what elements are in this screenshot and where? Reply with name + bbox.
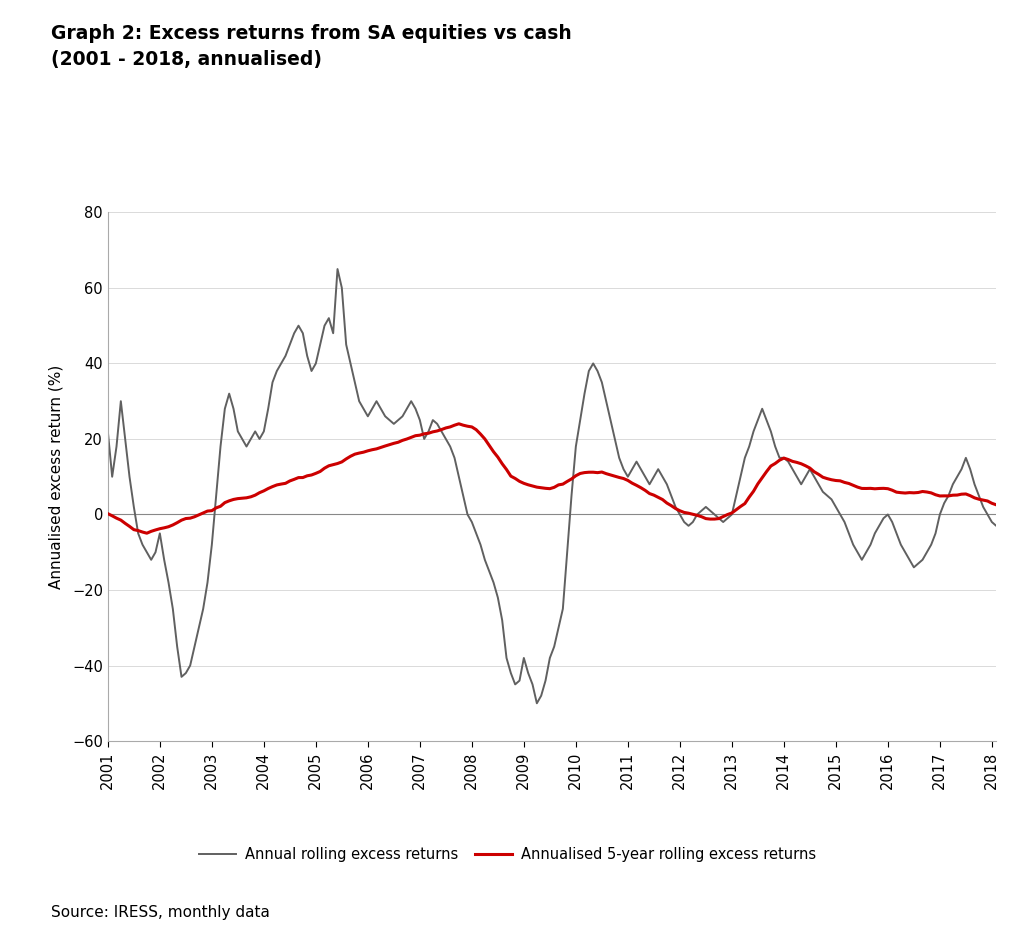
- Annual rolling excess returns: [899, 547, 911, 558]
- Annual rolling excess returns: [648, 471, 660, 482]
- Legend: Annual rolling excess returns, Annualised 5-year rolling excess returns: Annual rolling excess returns, Annualise…: [194, 841, 822, 868]
- Annual rolling excess returns: [332, 263, 344, 275]
- Annual rolling excess returns: [826, 494, 838, 505]
- Line: Annualised 5-year rolling excess returns: Annualised 5-year rolling excess returns: [108, 424, 1027, 533]
- Text: Source: IRESS, monthly data: Source: IRESS, monthly data: [51, 905, 270, 920]
- Annualised 5-year rolling excess returns: [826, 474, 838, 485]
- Annual rolling excess returns: [340, 339, 352, 350]
- Annual rolling excess returns: [310, 358, 322, 369]
- Annualised 5-year rolling excess returns: [340, 453, 352, 464]
- Text: Graph 2: Excess returns from SA equities vs cash
(2001 - 2018, annualised): Graph 2: Excess returns from SA equities…: [51, 24, 572, 69]
- Annual rolling excess returns: [531, 698, 543, 709]
- Annualised 5-year rolling excess returns: [453, 418, 465, 430]
- Annualised 5-year rolling excess returns: [141, 528, 153, 539]
- Annualised 5-year rolling excess returns: [314, 465, 327, 477]
- Annualised 5-year rolling excess returns: [899, 487, 911, 498]
- Annualised 5-year rolling excess returns: [639, 484, 651, 496]
- Y-axis label: Annualised excess return (%): Annualised excess return (%): [48, 364, 64, 589]
- Annual rolling excess returns: [639, 471, 651, 482]
- Annual rolling excess returns: [102, 426, 114, 437]
- Annualised 5-year rolling excess returns: [102, 508, 114, 519]
- Line: Annual rolling excess returns: Annual rolling excess returns: [108, 269, 1027, 703]
- Annualised 5-year rolling excess returns: [648, 489, 660, 500]
